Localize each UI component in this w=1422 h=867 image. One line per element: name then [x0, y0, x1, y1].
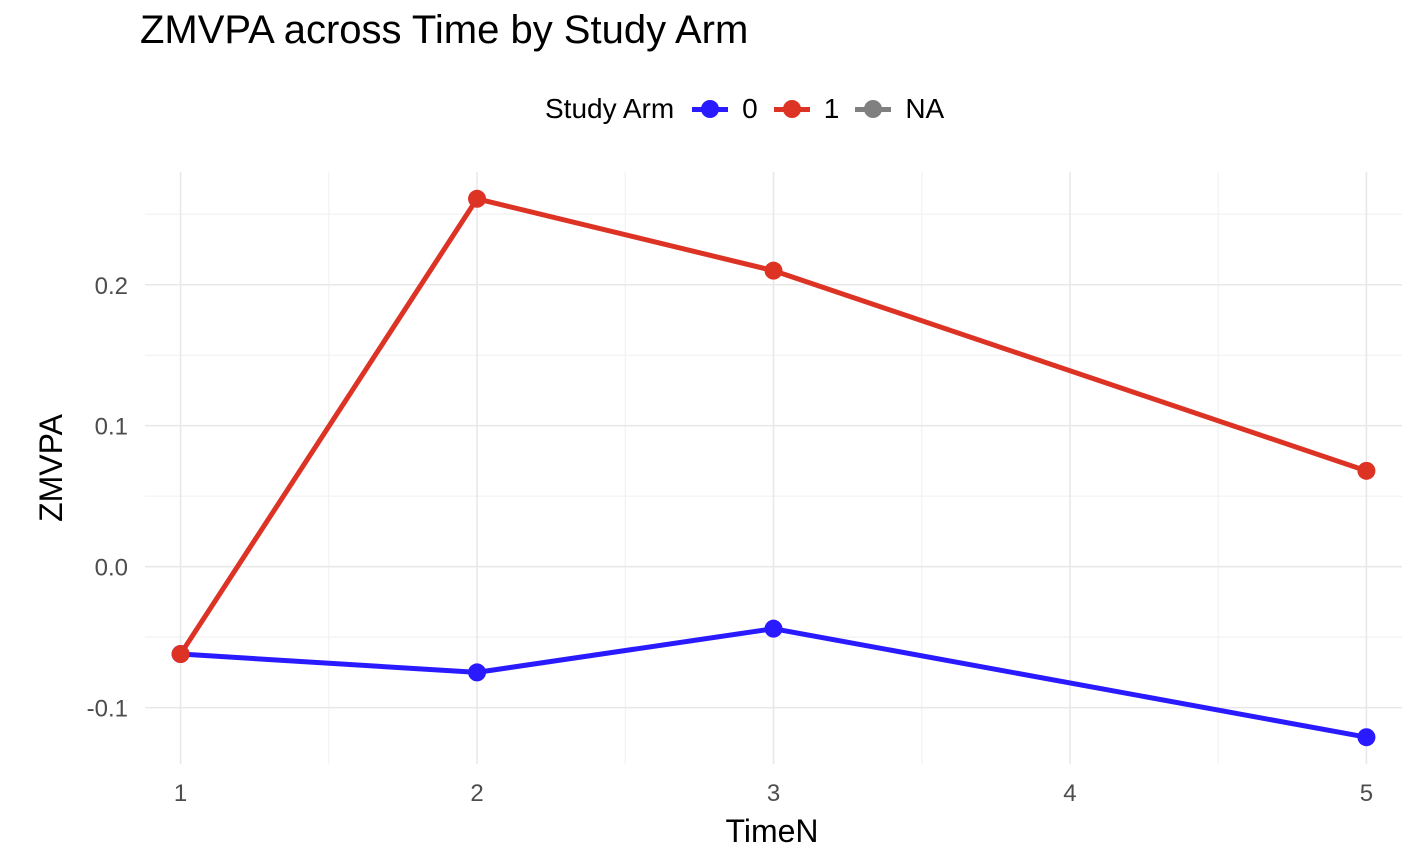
series-line-0 [178, 626, 1369, 740]
data-point-series-1 [764, 261, 783, 280]
legend-key-1 [770, 94, 814, 124]
legend-title: Study Arm [545, 93, 675, 124]
legend: Study Arm 0 1 NA [545, 90, 956, 128]
data-point-series-0 [764, 619, 783, 638]
series-layer [171, 189, 1376, 747]
x-tick-label: 3 [767, 780, 780, 807]
y-tick-label: -0.1 [87, 696, 128, 723]
x-tick-label: 1 [174, 780, 187, 807]
x-tick-label: 5 [1360, 780, 1373, 807]
legend-item-0: 0 [688, 93, 758, 125]
y-tick-label: 0.1 [95, 414, 128, 441]
legend-label-na: NA [905, 93, 945, 124]
data-point-series-0 [468, 663, 487, 682]
data-point-series-0 [1357, 728, 1376, 747]
legend-key-0 [688, 94, 732, 124]
data-point-series-1 [171, 645, 190, 664]
legend-item-1: 1 [770, 93, 840, 125]
data-point-series-1 [468, 189, 487, 208]
series-line-1 [178, 196, 1369, 657]
y-tick-label: 0.2 [95, 273, 128, 300]
legend-label-1: 1 [823, 93, 840, 124]
chart-title: ZMVPA across Time by Study Arm [140, 8, 749, 52]
data-point-series-1 [1357, 461, 1376, 480]
legend-label-0: 0 [742, 93, 758, 124]
y-axis-title: ZMVPA [33, 413, 69, 522]
legend-item-na: NA [851, 93, 944, 125]
tick-labels: 1 2 3 4 5 -0.1 0.0 0.1 0.2 [87, 273, 1373, 807]
y-tick-label: 0.0 [95, 555, 128, 582]
x-axis-title: TimeN [725, 813, 818, 849]
grid [145, 172, 1402, 764]
legend-key-na [851, 94, 895, 124]
x-tick-label: 4 [1063, 780, 1076, 807]
x-tick-label: 2 [470, 780, 483, 807]
